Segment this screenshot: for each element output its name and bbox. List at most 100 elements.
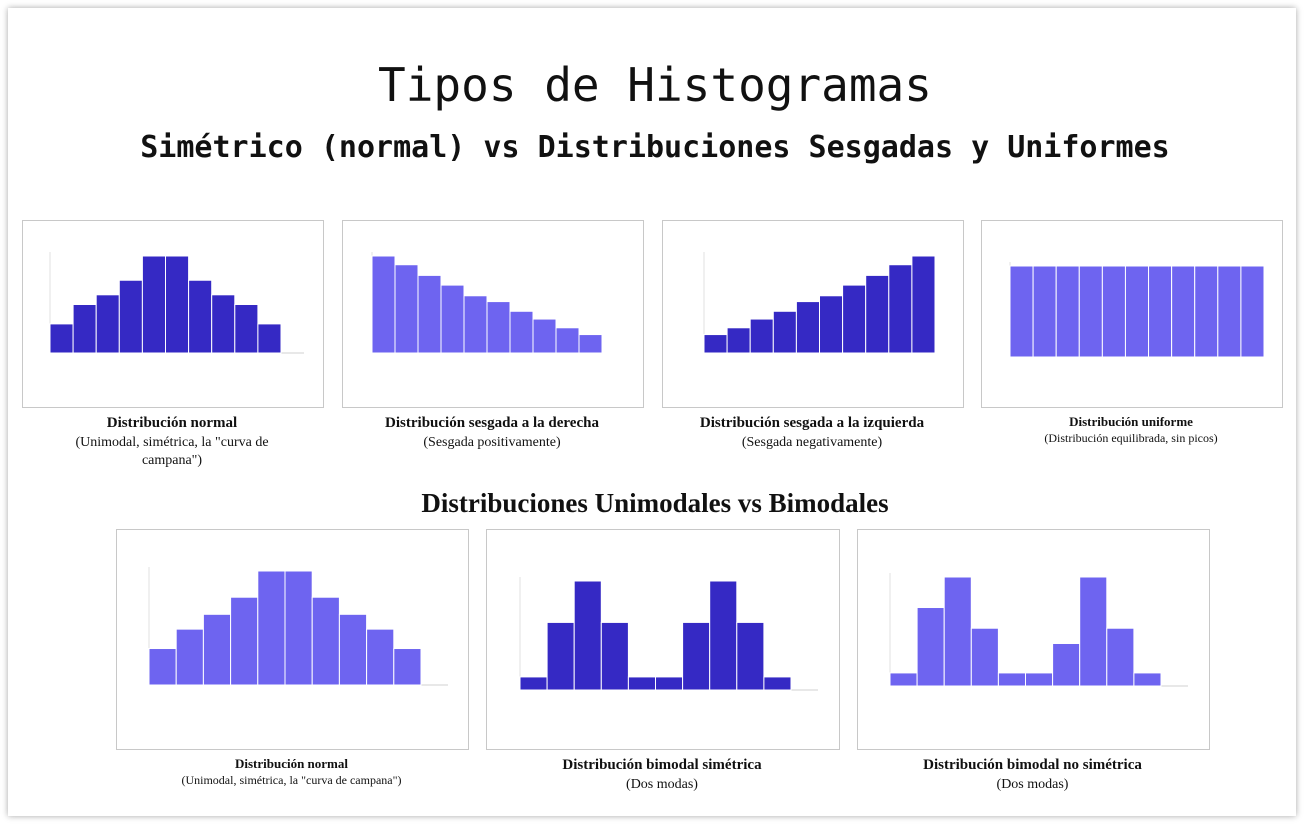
subtitle: Simétrico (normal) vs Distribuciones Ses… [140,130,1170,165]
bar [165,255,190,354]
bar [371,255,396,354]
bar [1124,265,1150,358]
chart [371,252,603,354]
chart [148,567,448,686]
bar [284,570,313,686]
chart [1009,262,1265,358]
caption-title: Distribución bimodal simétrica [562,757,762,773]
chart-card [342,220,644,408]
chart-card [981,220,1283,408]
bar [486,301,511,354]
bar [141,255,167,354]
bar [188,279,213,354]
bar [72,304,97,354]
bar [911,255,936,354]
bar [1194,265,1219,358]
bar [509,310,534,354]
caption: Distribución sesgada a la izquierda (Sesg… [662,414,962,452]
bar [175,628,204,686]
caption-subtitle: (Unimodal, simétrica, la "curva de campa… [75,434,269,468]
caption: Distribución sesgada a la derecha (Sesgad… [342,414,642,452]
bar [655,676,684,691]
chart [519,577,818,691]
chart-card [486,529,840,750]
caption-subtitle: (Distribución equilibrada, sin picos) [1044,430,1218,445]
bar [1032,265,1057,358]
bar [842,284,867,354]
caption-title: Distribución normal [106,415,238,431]
bar [257,323,282,354]
section-title: Distribuciones Unimodales vs Bimodales [421,488,889,518]
bar [463,295,488,354]
bar [148,648,177,686]
bar [1079,576,1108,687]
bar [1106,627,1135,687]
bar [394,264,419,354]
bar [1240,265,1265,358]
bar [202,613,232,686]
chart [49,252,304,354]
bar [1133,672,1162,687]
caption-title: Distribución sesgada a la derecha [385,415,599,431]
bar [997,672,1026,687]
chart-card [662,220,964,408]
bar [627,676,656,691]
bar [257,570,286,686]
bar [366,628,395,686]
bar [682,621,711,691]
bar [1078,265,1103,358]
bar [573,580,602,691]
caption-subtitle: (Dos modas) [626,776,698,792]
caption-title: Distribución bimodal no simétrica [923,757,1142,773]
bar [888,264,913,354]
bar [440,284,465,354]
caption: Distribución normal (Unimodal, simétrica,… [22,414,322,470]
bar [417,274,442,354]
bar [211,294,236,354]
bar [1101,265,1126,358]
bar [49,323,74,354]
bar [519,676,548,691]
bar [532,318,557,354]
bar [1217,265,1242,358]
bar [1171,265,1196,358]
bar [1025,672,1054,687]
bar [1148,265,1173,358]
caption-title: Distribución sesgada a la izquierda [699,415,925,431]
caption-subtitle: (Sesgada negativamente) [741,434,883,450]
bar [578,334,603,354]
caption-title: Distribución normal [234,756,349,771]
caption-subtitle: (Sesgada positivamente) [423,434,561,450]
bar [736,621,765,691]
caption-subtitle: (Unimodal, simétrica, la "curva de campa… [181,772,402,787]
caption: Distribución uniforme (Distribución equil… [981,414,1281,446]
bar [1009,265,1034,358]
bar [795,301,820,354]
bar [1055,265,1080,358]
bar [726,327,751,354]
bar [555,327,580,354]
bar [772,310,797,354]
bar [819,295,844,354]
chart-card [116,529,469,750]
bar [943,576,972,687]
chart-card [22,220,324,408]
bar [865,274,890,354]
caption: Distribución bimodal no simétrica (Dos mo… [857,756,1208,794]
bar [889,672,918,687]
bar [338,613,368,686]
bar [709,580,738,691]
caption: Distribución bimodal simétrica (Dos modas… [486,756,838,794]
caption: Distribución normal (Unimodal, simétrica,… [116,756,467,788]
bar [763,676,792,691]
chart [703,252,936,354]
bar [749,318,774,354]
bar [1052,642,1081,687]
bar [546,621,575,691]
bar [393,648,422,686]
bar [916,607,945,687]
caption-title: Distribución uniforme [1069,414,1193,429]
chart [889,573,1188,687]
bar [311,596,340,686]
